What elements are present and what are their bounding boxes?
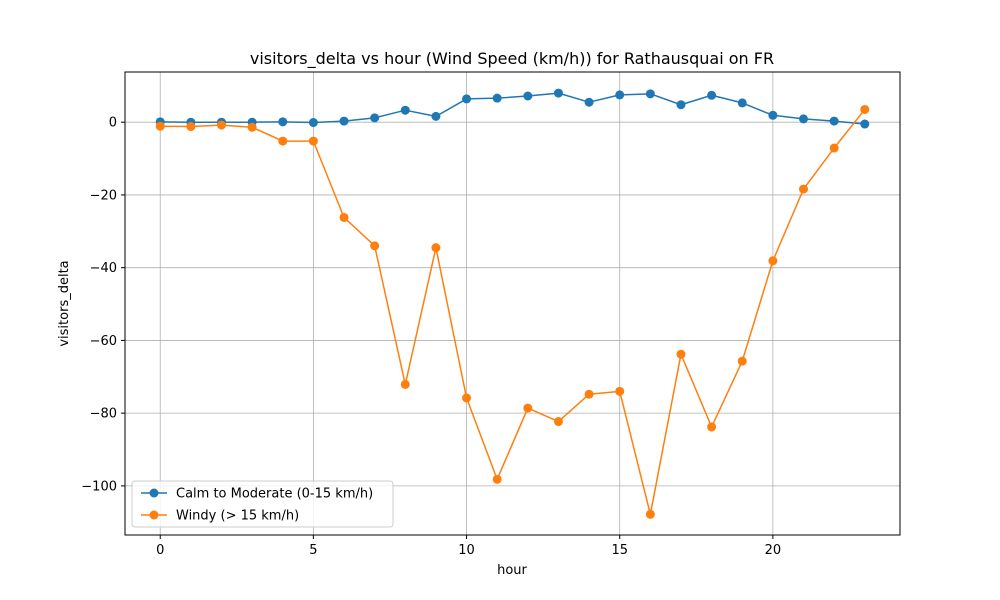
y-tick-label: −100 [81,479,117,494]
data-point [707,422,717,432]
data-point [278,136,288,146]
data-point [462,393,472,403]
x-tick-label: 10 [458,543,475,558]
x-axis-ticks: 0 5 10 15 20 [156,535,781,558]
x-tick-label: 0 [156,543,164,558]
data-point [370,241,380,251]
data-point [737,356,747,366]
data-point [799,184,809,194]
data-point [645,89,655,99]
data-point [339,212,349,222]
y-axis-ticks: 0 −20 −40 −60 −80 −100 [81,116,125,494]
data-point [155,121,165,131]
data-point [768,256,778,266]
data-point [523,91,533,101]
legend: Calm to Moderate (0-15 km/h) Windy (> 15 … [131,480,394,528]
data-point [492,93,502,103]
x-tick-label: 20 [765,543,782,558]
data-point [400,379,410,389]
data-point [707,90,717,100]
data-point [370,113,380,123]
series-line [160,92,865,125]
data-point [308,118,318,128]
data-point [431,243,441,253]
data-point [278,117,288,127]
data-point [829,143,839,153]
x-tick-label: 15 [611,543,628,558]
data-point [860,119,870,129]
y-tick-label: −60 [90,334,117,349]
y-tick-label: 0 [109,116,117,131]
legend-label: Windy (> 15 km/h) [176,509,299,524]
chart-title: visitors_delta vs hour (Wind Speed (km/h… [250,49,774,69]
y-tick-label: −40 [90,261,117,276]
y-tick-label: −80 [90,407,117,422]
legend-label: Calm to Moderate (0-15 km/h) [176,487,373,502]
data-point [676,100,686,110]
data-point [400,105,410,115]
series-line [160,108,866,516]
x-tick-label: 5 [309,543,317,558]
plot-frame [124,71,901,536]
x-axis-title: hour [497,563,527,578]
data-point [768,110,778,120]
data-point [584,97,594,107]
plot-area [125,72,900,535]
y-tick-label: −20 [90,188,117,203]
series-1 [155,88,870,129]
data-point [523,403,533,413]
data-point [553,88,563,98]
data-point [216,120,226,130]
data-point [186,122,196,132]
data-point [615,386,625,396]
data-point [247,122,257,132]
series-2 [155,104,870,519]
legend-swatch-marker [149,510,159,520]
legend-box [131,480,394,528]
data-point [829,116,839,126]
data-point [799,114,809,124]
data-point [431,111,441,121]
data-point [462,94,472,104]
series-group [155,88,870,519]
data-point [676,349,686,359]
data-point [737,98,747,108]
y-axis-title: visitors_delta [57,260,72,346]
data-point [308,136,318,146]
data-point [645,509,655,519]
data-point [584,389,594,399]
data-point [860,104,870,114]
grid [125,72,900,535]
data-point [492,474,502,484]
data-point [553,417,563,427]
data-point [615,90,625,100]
data-point [339,116,349,126]
legend-swatch-marker [149,488,159,498]
